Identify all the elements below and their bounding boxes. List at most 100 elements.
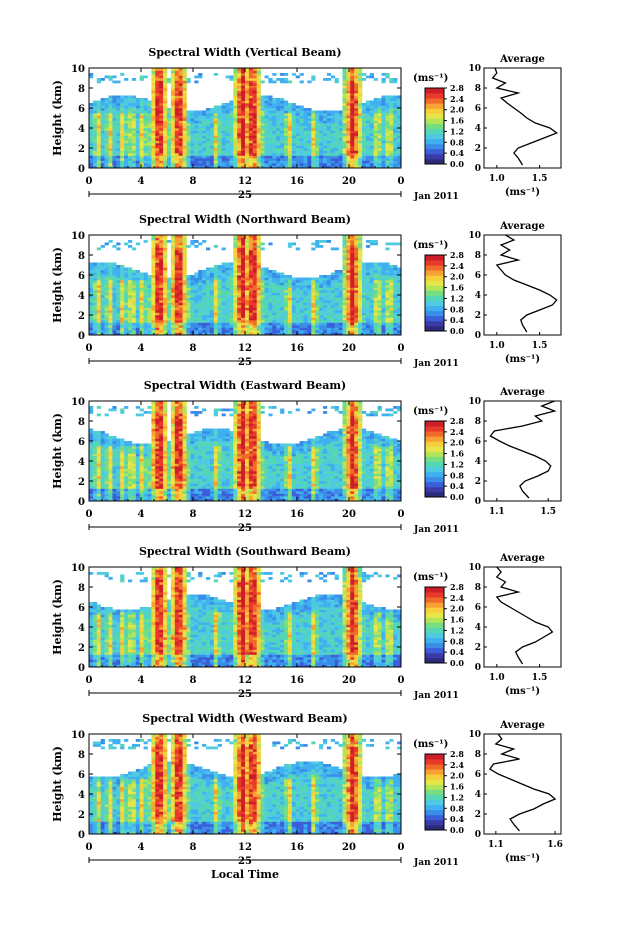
- heatmap-cell: [190, 153, 194, 156]
- heatmap-cell: [206, 320, 210, 323]
- heatmap-cell: [276, 133, 280, 136]
- heatmap-cell: [350, 108, 354, 111]
- heatmap-cell: [382, 318, 386, 321]
- heatmap-cell: [382, 138, 386, 141]
- heatmap-cell: [218, 275, 222, 278]
- heatmap-cell: [378, 283, 382, 286]
- heatmap-cell: [237, 253, 241, 256]
- heatmap-cell: [214, 290, 218, 293]
- heatmap-cell: [128, 118, 132, 121]
- heatmap-cell: [151, 111, 155, 114]
- heatmap-cell: [362, 103, 366, 106]
- heatmap-cell: [382, 81, 386, 84]
- heatmap-cell: [362, 118, 366, 121]
- heatmap-cell: [159, 278, 163, 281]
- heatmap-cell: [346, 328, 350, 331]
- heatmap-cell: [335, 118, 339, 121]
- heatmap-cell: [276, 290, 280, 293]
- heatmap-cell: [136, 315, 140, 318]
- heatmap-cell: [175, 313, 179, 316]
- heatmap-cell: [105, 280, 109, 283]
- heatmap-cell: [136, 108, 140, 111]
- heatmap-cell: [128, 148, 132, 151]
- heatmap-cell: [151, 270, 155, 273]
- heatmap-cell: [362, 288, 366, 291]
- heatmap-cell: [268, 285, 272, 288]
- heatmap-cell: [151, 263, 155, 266]
- heatmap-cell: [315, 146, 319, 149]
- heatmap-cell: [354, 151, 358, 154]
- heatmap-cell: [272, 118, 276, 121]
- heatmap-cell: [144, 278, 148, 281]
- heatmap-cell: [105, 278, 109, 281]
- heatmap-cell: [167, 118, 171, 121]
- heatmap-cell: [261, 123, 265, 126]
- heatmap-cell: [249, 98, 253, 101]
- heatmap-cell: [124, 315, 128, 318]
- heatmap-cell: [187, 310, 191, 313]
- heatmap-cell: [128, 141, 132, 144]
- heatmap-cell: [385, 136, 389, 139]
- heatmap-cell: [257, 163, 261, 166]
- heatmap-cell: [249, 275, 253, 278]
- heatmap-cell: [249, 133, 253, 136]
- heatmap-cell: [148, 151, 152, 154]
- heatmap-cell: [210, 290, 214, 293]
- heatmap-cell: [167, 278, 171, 281]
- heatmap-cell: [101, 313, 105, 316]
- heatmap-cell: [241, 118, 245, 121]
- heatmap-cell: [144, 131, 148, 134]
- heatmap-cell: [183, 133, 187, 136]
- heatmap-cell: [245, 318, 249, 321]
- heatmap-cell: [120, 113, 124, 116]
- heatmap-cell: [300, 290, 304, 293]
- heatmap-cell: [280, 103, 284, 106]
- heatmap-cell: [194, 283, 198, 286]
- heatmap-cell: [112, 323, 116, 326]
- heatmap-cell: [179, 320, 183, 323]
- heatmap-cell: [382, 148, 386, 151]
- panel-1: Spectral Width (Vertical Beam)0246810Hei…: [51, 46, 561, 202]
- heatmap-cell: [128, 146, 132, 149]
- heatmap-cell: [288, 318, 292, 321]
- heatmap-cell: [385, 303, 389, 306]
- heatmap-cell: [315, 283, 319, 286]
- heatmap-cell: [327, 310, 331, 313]
- heatmap-cell: [257, 143, 261, 146]
- heatmap-cell: [354, 313, 358, 316]
- heatmap-cell: [257, 116, 261, 119]
- heatmap-cell: [319, 245, 323, 248]
- heatmap-cell: [210, 141, 214, 144]
- heatmap-cell: [323, 156, 327, 159]
- heatmap-cell: [346, 240, 350, 243]
- heatmap-cell: [389, 268, 393, 271]
- heatmap-cell: [140, 143, 144, 146]
- heatmap-cell: [218, 280, 222, 283]
- heatmap-cell: [300, 318, 304, 321]
- heatmap-cell: [343, 305, 347, 308]
- heatmap-cell: [229, 320, 233, 323]
- heatmap-cell: [179, 248, 183, 251]
- heatmap-cell: [284, 293, 288, 296]
- heatmap-cell: [237, 313, 241, 316]
- heatmap-cell: [366, 305, 370, 308]
- heatmap-cell: [389, 318, 393, 321]
- heatmap-cell: [116, 248, 120, 251]
- heatmap-cell: [229, 318, 233, 321]
- heatmap-cell: [268, 320, 272, 323]
- heatmap-cell: [354, 106, 358, 109]
- heatmap-cell: [292, 103, 296, 106]
- heatmap-cell: [132, 305, 136, 308]
- heatmap-cell: [183, 76, 187, 79]
- heatmap-cell: [187, 325, 191, 328]
- heatmap-cell: [370, 318, 374, 321]
- heatmap-cell: [323, 146, 327, 149]
- heatmap-cell: [155, 255, 159, 258]
- heatmap-cell: [245, 98, 249, 101]
- heatmap-cell: [385, 103, 389, 106]
- heatmap-cell: [276, 141, 280, 144]
- heatmap-cell: [354, 98, 358, 101]
- heatmap-cell: [183, 270, 187, 273]
- heatmap-cell: [393, 136, 397, 139]
- heatmap-cell: [226, 265, 230, 268]
